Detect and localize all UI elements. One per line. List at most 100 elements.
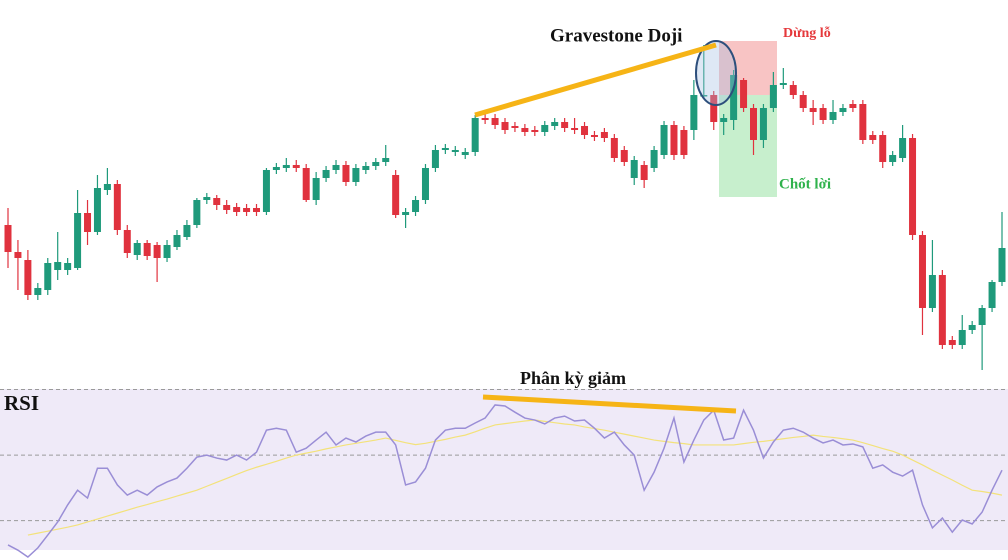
candle-body bbox=[879, 135, 887, 162]
candle-body bbox=[630, 160, 638, 178]
candle-body bbox=[392, 175, 400, 215]
candle-body bbox=[650, 150, 658, 168]
candle-body bbox=[928, 275, 936, 308]
candle-body bbox=[44, 263, 52, 290]
candle-body bbox=[471, 118, 479, 152]
candle-body bbox=[461, 152, 469, 155]
candle-body bbox=[163, 245, 171, 258]
candle-body bbox=[909, 138, 917, 235]
candle-body bbox=[421, 168, 429, 200]
candle-body bbox=[103, 184, 111, 190]
candle-body bbox=[958, 330, 966, 345]
candle-body bbox=[133, 243, 141, 255]
candle-body bbox=[412, 200, 420, 212]
candle-body bbox=[54, 262, 62, 270]
candle-body bbox=[849, 104, 857, 108]
candle-body bbox=[610, 138, 618, 158]
candle-body bbox=[352, 168, 360, 182]
candle-body bbox=[581, 126, 589, 135]
candle-body bbox=[372, 162, 380, 166]
candle-body bbox=[64, 263, 72, 270]
candle-body bbox=[968, 325, 976, 330]
candle-body bbox=[521, 128, 529, 132]
rsi-line bbox=[7, 404, 1003, 559]
candle-body bbox=[988, 282, 996, 308]
candle-body bbox=[740, 80, 748, 108]
rsi-trend-line bbox=[482, 394, 737, 414]
candle-body bbox=[342, 165, 350, 182]
candle-body bbox=[431, 150, 439, 168]
candle-body bbox=[253, 208, 260, 212]
candle-body bbox=[501, 122, 509, 130]
take-profit-zone bbox=[719, 95, 777, 197]
candle-body bbox=[531, 130, 539, 132]
candle-body bbox=[660, 125, 668, 155]
candle-body bbox=[322, 170, 330, 178]
candle-body bbox=[720, 118, 728, 122]
annotation: Dừng lỗ bbox=[783, 25, 831, 41]
candle-body bbox=[998, 248, 1006, 282]
candle-body bbox=[491, 118, 499, 125]
candle-body bbox=[173, 235, 181, 247]
annotation: Gravestone Doji bbox=[550, 25, 682, 46]
candle-body bbox=[710, 95, 718, 122]
candle-body bbox=[402, 212, 410, 215]
candle-body bbox=[590, 135, 598, 137]
candle-body bbox=[948, 340, 956, 345]
candle-body bbox=[859, 104, 867, 140]
candle-body bbox=[481, 118, 489, 120]
candle-body bbox=[272, 167, 280, 170]
candle-body bbox=[670, 125, 678, 155]
candle-body bbox=[223, 205, 231, 210]
price-trend-line bbox=[474, 42, 717, 118]
candle-body bbox=[779, 83, 787, 85]
candle-body bbox=[451, 150, 459, 152]
candle-body bbox=[123, 230, 131, 253]
candle-body bbox=[789, 85, 797, 95]
candle-body bbox=[93, 188, 101, 232]
candle-body bbox=[302, 168, 310, 200]
candle-body bbox=[680, 130, 688, 155]
candle-body bbox=[561, 122, 569, 128]
candle-body bbox=[640, 165, 648, 180]
candle-body bbox=[4, 225, 12, 252]
candle-body bbox=[730, 75, 738, 120]
rsi-chart bbox=[0, 389, 1008, 559]
candle-body bbox=[282, 165, 290, 168]
candle-body bbox=[183, 225, 191, 237]
candle-body bbox=[193, 200, 201, 225]
candle-body bbox=[620, 150, 628, 162]
candle-body bbox=[809, 108, 817, 112]
candle-body bbox=[441, 148, 449, 150]
candle-body bbox=[143, 243, 151, 256]
annotation: Phân kỳ giảm bbox=[520, 368, 626, 388]
candle-body bbox=[769, 85, 777, 108]
candle-body bbox=[262, 170, 270, 212]
candle-body bbox=[869, 135, 877, 140]
candle-body bbox=[759, 108, 767, 140]
candle-body bbox=[14, 252, 22, 258]
candle-body bbox=[203, 197, 211, 200]
candle-body bbox=[113, 184, 121, 230]
rsi-line bbox=[27, 419, 1003, 536]
candle-body bbox=[700, 95, 708, 97]
candle-body bbox=[84, 213, 92, 232]
candle-body bbox=[243, 208, 251, 212]
candle-body bbox=[819, 108, 827, 120]
doji-highlight bbox=[695, 40, 737, 106]
candle-body bbox=[938, 275, 946, 345]
candle-body bbox=[889, 155, 897, 162]
candle-body bbox=[74, 213, 82, 268]
candle-body bbox=[153, 245, 161, 258]
candle-body bbox=[312, 178, 320, 200]
candle-body bbox=[799, 95, 807, 108]
price-chart bbox=[4, 45, 1006, 370]
candle-body bbox=[233, 207, 241, 212]
candle-body bbox=[551, 122, 559, 126]
candle-body bbox=[829, 112, 837, 120]
candle-body bbox=[24, 260, 32, 295]
candle-body bbox=[690, 95, 698, 130]
candle-body bbox=[511, 126, 519, 128]
candle-body bbox=[750, 108, 757, 140]
